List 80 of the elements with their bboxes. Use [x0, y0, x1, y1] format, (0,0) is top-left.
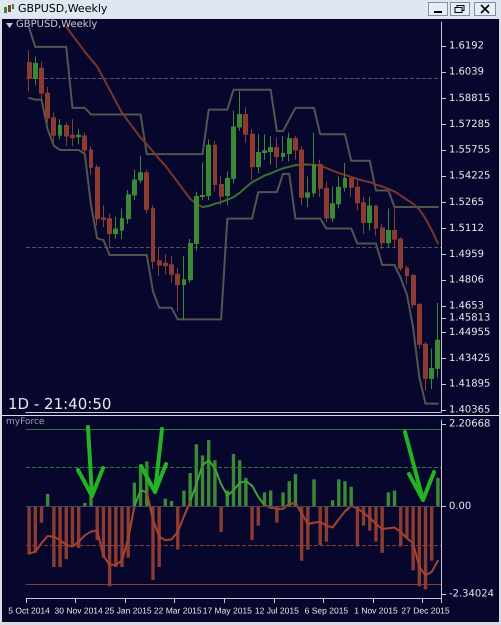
- bar: [238, 460, 242, 507]
- bar: [405, 506, 409, 538]
- candlestick: [58, 118, 62, 140]
- bar: [268, 490, 272, 507]
- bar: [219, 506, 223, 532]
- y-tick-label: 1.43425: [449, 352, 490, 364]
- candlestick: [250, 128, 255, 180]
- y-tick-label: 1.40365: [449, 404, 490, 416]
- bar: [349, 486, 353, 507]
- candlestick: [33, 56, 38, 86]
- bar: [250, 506, 254, 540]
- candlestick: [113, 216, 118, 240]
- y-tick-label: 1.5112: [449, 222, 484, 234]
- x-tick-label: 12 Jul 2015: [254, 606, 300, 616]
- candlestick: [120, 208, 124, 240]
- annotation: myForce: [6, 417, 44, 427]
- candlestick: [76, 128, 81, 145]
- candlestick: [367, 196, 372, 231]
- bar: [256, 506, 260, 526]
- y-tick-label: 0.00: [449, 501, 472, 512]
- bar: [337, 479, 340, 507]
- y-tick-label: 1.6039: [449, 66, 484, 78]
- candlestick: [151, 204, 155, 270]
- candlestick: [89, 146, 93, 176]
- y-tick-label: 1.54225: [449, 170, 490, 182]
- candlestick: [82, 132, 87, 157]
- bar: [213, 460, 217, 507]
- candlestick: [386, 208, 391, 248]
- bar: [294, 474, 298, 507]
- y-tick-label: 1.44955: [449, 327, 490, 338]
- bar: [386, 492, 390, 507]
- x-tick-label: 27 Dec 2015: [401, 606, 450, 616]
- bar: [281, 492, 285, 507]
- y-tick-label: 1.57285: [449, 118, 490, 130]
- y-tick-label: 1.45813: [449, 312, 490, 324]
- y-tick-label: 1.5265: [449, 197, 484, 208]
- y-tick-label: 1.6192: [449, 40, 484, 52]
- y-tick-label: 1.41895: [449, 378, 490, 390]
- candlestick: [305, 176, 310, 208]
- candlestick: [343, 162, 347, 192]
- bar: [164, 498, 168, 507]
- bar: [170, 500, 174, 507]
- x-tick-label: 25 Jan 2015: [104, 606, 152, 616]
- bar: [182, 490, 186, 507]
- x-tick-label: 17 May 2015: [202, 606, 252, 616]
- y-tick-label: 1.4806: [449, 274, 484, 286]
- y-tick-label: 2.20668: [449, 418, 490, 430]
- candlestick: [405, 265, 409, 285]
- bar: [207, 440, 210, 507]
- y-tick-label: -2.34024: [449, 588, 494, 600]
- candlestick: [274, 137, 279, 169]
- candlestick: [374, 204, 378, 236]
- candlestick: [312, 132, 316, 198]
- candlestick: [144, 169, 149, 214]
- bar: [330, 500, 334, 507]
- y-tick-label: 1.58815: [449, 93, 490, 104]
- annotation: 1D - 21:40:50: [8, 395, 112, 413]
- annotation: GBPUSD,Weekly: [16, 19, 98, 30]
- candlestick: [281, 135, 285, 162]
- bar: [436, 478, 440, 507]
- x-tick-label: 22 Mar 2015: [154, 606, 202, 616]
- x-tick-label: 30 Nov 2014: [54, 606, 104, 616]
- line-series: [202, 163, 309, 208]
- candlestick: [219, 176, 224, 206]
- bar: [244, 478, 248, 507]
- chart-title: GBPUSD,Weekly: [18, 2, 108, 15]
- candlestick: [27, 50, 32, 92]
- candlestick: [287, 132, 292, 162]
- y-tick-label: 1.55755: [449, 144, 490, 156]
- candlestick: [213, 140, 217, 192]
- candlestick: [380, 223, 385, 250]
- candlestick: [243, 106, 248, 144]
- y-tick-label: 1.4959: [449, 248, 484, 260]
- x-tick-label: 1 Nov 2015: [354, 606, 398, 616]
- x-tick-label: 6 Sep 2015: [304, 606, 348, 616]
- x-tick-label: 5 Oct 2014: [8, 606, 50, 616]
- candlestick: [182, 255, 186, 320]
- y-tick-label: 1.4653: [449, 300, 484, 312]
- bar: [324, 506, 328, 542]
- bar: [46, 494, 50, 507]
